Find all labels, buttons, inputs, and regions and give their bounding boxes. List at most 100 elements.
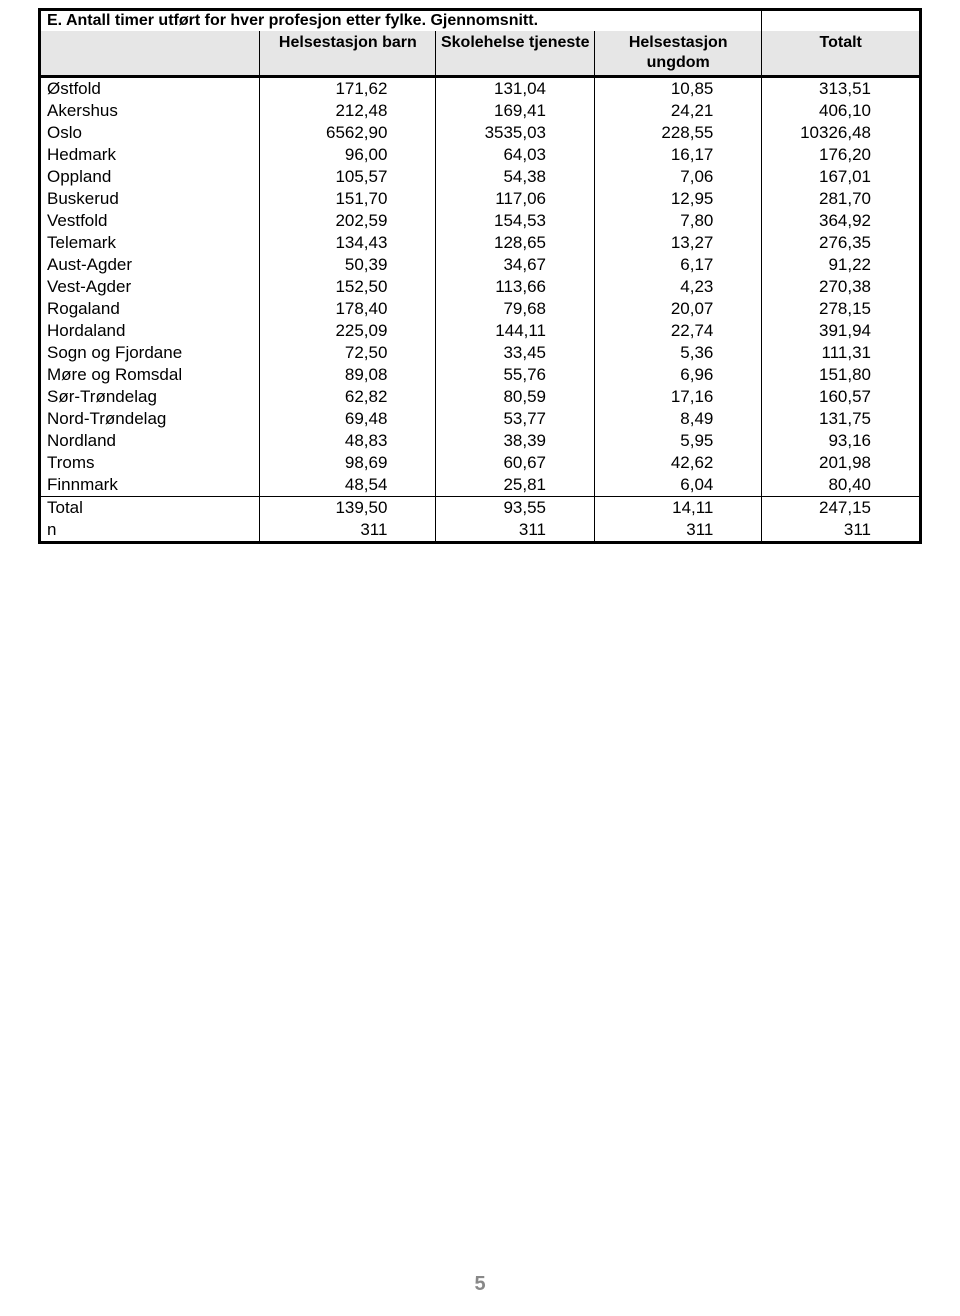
row-value: 144,11 bbox=[436, 320, 595, 342]
row-value: 113,66 bbox=[436, 276, 595, 298]
row-value: 160,57 bbox=[762, 386, 921, 408]
row-value: 202,59 bbox=[260, 210, 436, 232]
row-value: 6,17 bbox=[595, 254, 762, 276]
row-value: 212,48 bbox=[260, 100, 436, 122]
row-value: 10,85 bbox=[595, 77, 762, 101]
row-label: Oppland bbox=[40, 166, 260, 188]
row-value: 131,75 bbox=[762, 408, 921, 430]
row-label: Troms bbox=[40, 452, 260, 474]
row-value: 152,50 bbox=[260, 276, 436, 298]
row-label: Østfold bbox=[40, 77, 260, 101]
row-value: 33,45 bbox=[436, 342, 595, 364]
table-row: Vest-Agder152,50113,664,23270,38 bbox=[40, 276, 921, 298]
col-header-1: Helsestasjon barn bbox=[260, 31, 436, 77]
row-value: 80,40 bbox=[762, 474, 921, 497]
row-value: 178,40 bbox=[260, 298, 436, 320]
row-value: 169,41 bbox=[436, 100, 595, 122]
row-value: 20,07 bbox=[595, 298, 762, 320]
row-value: 7,06 bbox=[595, 166, 762, 188]
row-label: Total bbox=[40, 497, 260, 520]
row-value: 34,67 bbox=[436, 254, 595, 276]
row-value: 228,55 bbox=[595, 122, 762, 144]
row-value: 93,55 bbox=[436, 497, 595, 520]
table-row: Rogaland178,4079,6820,07278,15 bbox=[40, 298, 921, 320]
row-value: 151,70 bbox=[260, 188, 436, 210]
row-value: 93,16 bbox=[762, 430, 921, 452]
row-label: Oslo bbox=[40, 122, 260, 144]
row-label: n bbox=[40, 519, 260, 543]
table-row: Østfold171,62131,0410,85313,51 bbox=[40, 77, 921, 101]
row-label: Rogaland bbox=[40, 298, 260, 320]
row-value: 201,98 bbox=[762, 452, 921, 474]
table-row: Telemark134,43128,6513,27276,35 bbox=[40, 232, 921, 254]
n-row: n311311311311 bbox=[40, 519, 921, 543]
table-row: Vestfold202,59154,537,80364,92 bbox=[40, 210, 921, 232]
row-value: 22,74 bbox=[595, 320, 762, 342]
row-value: 364,92 bbox=[762, 210, 921, 232]
row-value: 167,01 bbox=[762, 166, 921, 188]
row-label: Sogn og Fjordane bbox=[40, 342, 260, 364]
row-value: 105,57 bbox=[260, 166, 436, 188]
row-value: 53,77 bbox=[436, 408, 595, 430]
row-value: 281,70 bbox=[762, 188, 921, 210]
row-value: 131,04 bbox=[436, 77, 595, 101]
row-value: 117,06 bbox=[436, 188, 595, 210]
table-row: Hordaland225,09144,1122,74391,94 bbox=[40, 320, 921, 342]
row-value: 14,11 bbox=[595, 497, 762, 520]
row-value: 17,16 bbox=[595, 386, 762, 408]
row-value: 270,38 bbox=[762, 276, 921, 298]
row-value: 24,21 bbox=[595, 100, 762, 122]
row-value: 278,15 bbox=[762, 298, 921, 320]
row-label: Møre og Romsdal bbox=[40, 364, 260, 386]
row-value: 96,00 bbox=[260, 144, 436, 166]
row-value: 4,23 bbox=[595, 276, 762, 298]
row-value: 171,62 bbox=[260, 77, 436, 101]
row-value: 154,53 bbox=[436, 210, 595, 232]
row-label: Telemark bbox=[40, 232, 260, 254]
row-value: 111,31 bbox=[762, 342, 921, 364]
row-value: 55,76 bbox=[436, 364, 595, 386]
row-value: 10326,48 bbox=[762, 122, 921, 144]
row-value: 16,17 bbox=[595, 144, 762, 166]
table-row: Nord-Trøndelag69,4853,778,49131,75 bbox=[40, 408, 921, 430]
row-value: 7,80 bbox=[595, 210, 762, 232]
row-value: 80,59 bbox=[436, 386, 595, 408]
row-value: 311 bbox=[762, 519, 921, 543]
table-row: Nordland48,8338,395,9593,16 bbox=[40, 430, 921, 452]
table-row: Troms98,6960,6742,62201,98 bbox=[40, 452, 921, 474]
total-row: Total139,5093,5514,11247,15 bbox=[40, 497, 921, 520]
table-title-empty bbox=[762, 10, 921, 32]
row-value: 391,94 bbox=[762, 320, 921, 342]
row-value: 311 bbox=[260, 519, 436, 543]
row-value: 139,50 bbox=[260, 497, 436, 520]
col-header-0 bbox=[40, 31, 260, 77]
row-value: 8,49 bbox=[595, 408, 762, 430]
table-row: Aust-Agder50,3934,676,1791,22 bbox=[40, 254, 921, 276]
row-value: 134,43 bbox=[260, 232, 436, 254]
row-label: Sør-Trøndelag bbox=[40, 386, 260, 408]
row-value: 79,68 bbox=[436, 298, 595, 320]
row-value: 151,80 bbox=[762, 364, 921, 386]
row-value: 38,39 bbox=[436, 430, 595, 452]
page-number: 5 bbox=[0, 1273, 960, 1296]
col-header-2: Skolehelse tjeneste bbox=[436, 31, 595, 77]
row-value: 60,67 bbox=[436, 452, 595, 474]
row-label: Nord-Trøndelag bbox=[40, 408, 260, 430]
table-row: Buskerud151,70117,0612,95281,70 bbox=[40, 188, 921, 210]
row-value: 313,51 bbox=[762, 77, 921, 101]
row-value: 89,08 bbox=[260, 364, 436, 386]
data-table: E. Antall timer utført for hver profesjo… bbox=[38, 8, 922, 544]
row-value: 5,36 bbox=[595, 342, 762, 364]
row-value: 98,69 bbox=[260, 452, 436, 474]
row-value: 6,96 bbox=[595, 364, 762, 386]
table-row: Akershus212,48169,4124,21406,10 bbox=[40, 100, 921, 122]
row-value: 42,62 bbox=[595, 452, 762, 474]
table-row: Oslo6562,903535,03228,5510326,48 bbox=[40, 122, 921, 144]
table-row: Sør-Trøndelag62,8280,5917,16160,57 bbox=[40, 386, 921, 408]
row-value: 406,10 bbox=[762, 100, 921, 122]
row-value: 12,95 bbox=[595, 188, 762, 210]
row-value: 13,27 bbox=[595, 232, 762, 254]
table-title-row: E. Antall timer utført for hver profesjo… bbox=[40, 10, 921, 32]
row-value: 311 bbox=[436, 519, 595, 543]
row-value: 25,81 bbox=[436, 474, 595, 497]
